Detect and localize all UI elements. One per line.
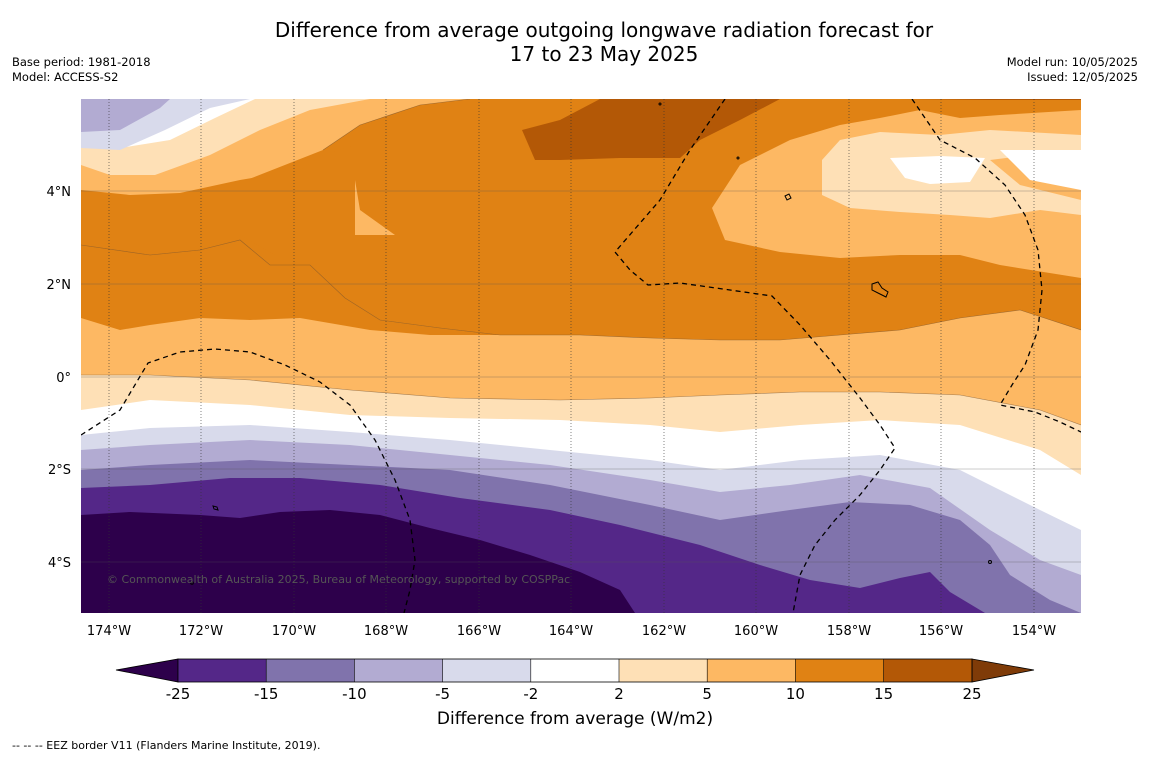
issued-text: Issued: 12/05/2025 bbox=[1027, 70, 1138, 84]
colorbar-tick-label: -10 bbox=[342, 685, 367, 703]
colorbar-tick-label: 15 bbox=[874, 685, 893, 703]
colorbar-segment bbox=[266, 659, 355, 682]
colorbar-tick-label: -2 bbox=[523, 685, 538, 703]
colorbar-segment bbox=[178, 659, 267, 682]
band-10-to-15-west bbox=[81, 240, 500, 335]
lat-tick-label: 4°N bbox=[47, 185, 72, 200]
colorbar-tick-label: -5 bbox=[435, 685, 450, 703]
band-minus2-to-2-ne-2 bbox=[1000, 150, 1081, 190]
lat-tick-label: 2°S bbox=[48, 463, 71, 478]
model-text: Model: ACCESS-S2 bbox=[12, 70, 119, 84]
contour-lines bbox=[81, 99, 1081, 426]
band-below-minus25 bbox=[81, 510, 635, 613]
colorbar: -25 -15 -10 -5 -2 2 5 10 15 25 bbox=[115, 658, 1035, 703]
colorbar-title: Difference from average (W/m2) bbox=[436, 709, 714, 729]
lon-tick-label: 160°W bbox=[734, 624, 778, 639]
model-run-text: Model run: 10/05/2025 bbox=[1006, 55, 1138, 69]
colorbar-extend-high bbox=[971, 658, 1035, 683]
colorbar-extend-low bbox=[115, 658, 179, 683]
band-10-to-15-inner bbox=[81, 145, 395, 255]
colorbar-segment bbox=[354, 659, 443, 682]
lon-tick-label: 172°W bbox=[179, 624, 223, 639]
colorbar-segment bbox=[707, 659, 796, 682]
colorbar-segment bbox=[442, 659, 531, 682]
colorbar-segment bbox=[883, 659, 972, 682]
band-minus10-to-minus5-north bbox=[81, 99, 170, 132]
anomaly-field: © Commonwealth of Australia 2025, Bureau… bbox=[81, 99, 1081, 613]
base-period-text: Base period: 1981-2018 bbox=[12, 55, 151, 69]
title-line-2: 17 to 23 May 2025 bbox=[509, 42, 699, 66]
meta-left: Base period: 1981-2018 Model: ACCESS-S2 bbox=[12, 55, 151, 85]
eez-borders bbox=[81, 99, 1081, 613]
band-minus2-to-2-ne bbox=[890, 156, 985, 184]
colorbar-tick-label: 25 bbox=[962, 685, 981, 703]
colorbar-tick-label: 2 bbox=[614, 685, 624, 703]
band-15-to-25 bbox=[522, 99, 780, 160]
colorbar-tick-label: -25 bbox=[166, 685, 191, 703]
lon-tick-label: 168°W bbox=[364, 624, 408, 639]
islands bbox=[190, 102, 992, 585]
eez-footnote: -- -- -- EEZ border V11 (Flanders Marine… bbox=[12, 739, 321, 752]
meta-right: Model run: 10/05/2025 Issued: 12/05/2025 bbox=[1007, 55, 1138, 85]
lon-tick-labels: 174°W 172°W 170°W 168°W 166°W 164°W 162°… bbox=[87, 624, 1056, 639]
colorbar-segment bbox=[619, 659, 708, 682]
lon-tick-label: 156°W bbox=[919, 624, 963, 639]
lat-tick-label: 0° bbox=[56, 371, 71, 386]
colorbar-segment bbox=[795, 659, 884, 682]
map-title: Difference from average outgoing longwav… bbox=[0, 18, 1150, 66]
lon-tick-label: 158°W bbox=[827, 624, 871, 639]
parallels bbox=[81, 190, 1081, 563]
colorbar-tick-label: 10 bbox=[786, 685, 805, 703]
title-line-1: Difference from average outgoing longwav… bbox=[274, 18, 934, 42]
lon-tick-label: 164°W bbox=[549, 624, 593, 639]
lat-tick-label: 2°N bbox=[47, 278, 72, 293]
colorbar-tick-label: 5 bbox=[702, 685, 712, 703]
lon-tick-label: 170°W bbox=[272, 624, 316, 639]
lat-tick-labels: 4°N 2°N 0° 2°S 4°S bbox=[47, 185, 72, 571]
band-15-to-25-ne bbox=[900, 99, 1081, 100]
lat-tick-label: 4°S bbox=[48, 556, 71, 571]
lon-tick-label: 174°W bbox=[87, 624, 131, 639]
colorbar-segment bbox=[530, 659, 619, 682]
colorbar-tick-label: -15 bbox=[254, 685, 279, 703]
copyright-text: © Commonwealth of Australia 2025, Bureau… bbox=[107, 573, 570, 586]
lon-tick-label: 166°W bbox=[457, 624, 501, 639]
lon-tick-label: 154°W bbox=[1012, 624, 1056, 639]
lon-tick-label: 162°W bbox=[642, 624, 686, 639]
